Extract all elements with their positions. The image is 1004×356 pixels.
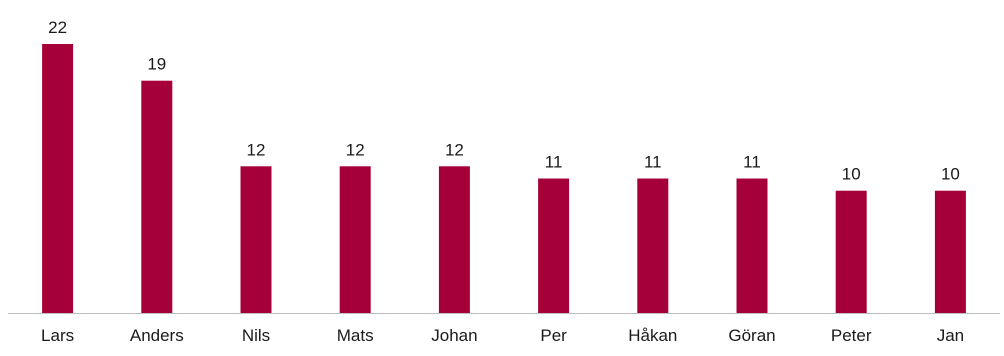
category-label: Jan bbox=[937, 326, 964, 345]
bar-jan bbox=[934, 190, 966, 313]
category-label: Johan bbox=[431, 326, 477, 345]
bar-göran bbox=[736, 178, 768, 313]
bar-nils bbox=[240, 166, 272, 313]
category-label: Håkan bbox=[628, 326, 677, 345]
bars-group bbox=[42, 44, 966, 313]
category-label: Peter bbox=[831, 326, 872, 345]
bar-håkan bbox=[637, 178, 669, 313]
value-labels-group: 22 19 12 12 12 11 11 11 10 10 bbox=[48, 18, 960, 184]
category-label: Nils bbox=[242, 326, 270, 345]
category-label: Lars bbox=[41, 326, 74, 345]
bar-per bbox=[538, 178, 570, 313]
value-label: 11 bbox=[545, 153, 563, 172]
value-label: 10 bbox=[842, 165, 861, 184]
category-label: Per bbox=[540, 326, 567, 345]
value-label: 12 bbox=[247, 140, 266, 159]
category-label: Göran bbox=[728, 326, 775, 345]
category-label: Anders bbox=[130, 326, 184, 345]
value-label: 12 bbox=[346, 140, 365, 159]
value-label: 11 bbox=[644, 153, 662, 172]
bar-anders bbox=[141, 80, 173, 313]
value-label: 22 bbox=[48, 18, 67, 37]
bar-johan bbox=[438, 166, 470, 313]
category-label: Mats bbox=[337, 326, 374, 345]
bar-peter bbox=[835, 190, 867, 313]
category-labels-group: Lars Anders Nils Mats Johan Per Håkan Göran Pete… bbox=[41, 326, 964, 345]
value-label: 10 bbox=[941, 165, 960, 184]
bar-lars bbox=[42, 44, 74, 313]
value-label: 19 bbox=[147, 55, 166, 74]
bar-mats bbox=[339, 166, 371, 313]
value-label: 12 bbox=[445, 140, 464, 159]
value-label: 11 bbox=[743, 153, 761, 172]
